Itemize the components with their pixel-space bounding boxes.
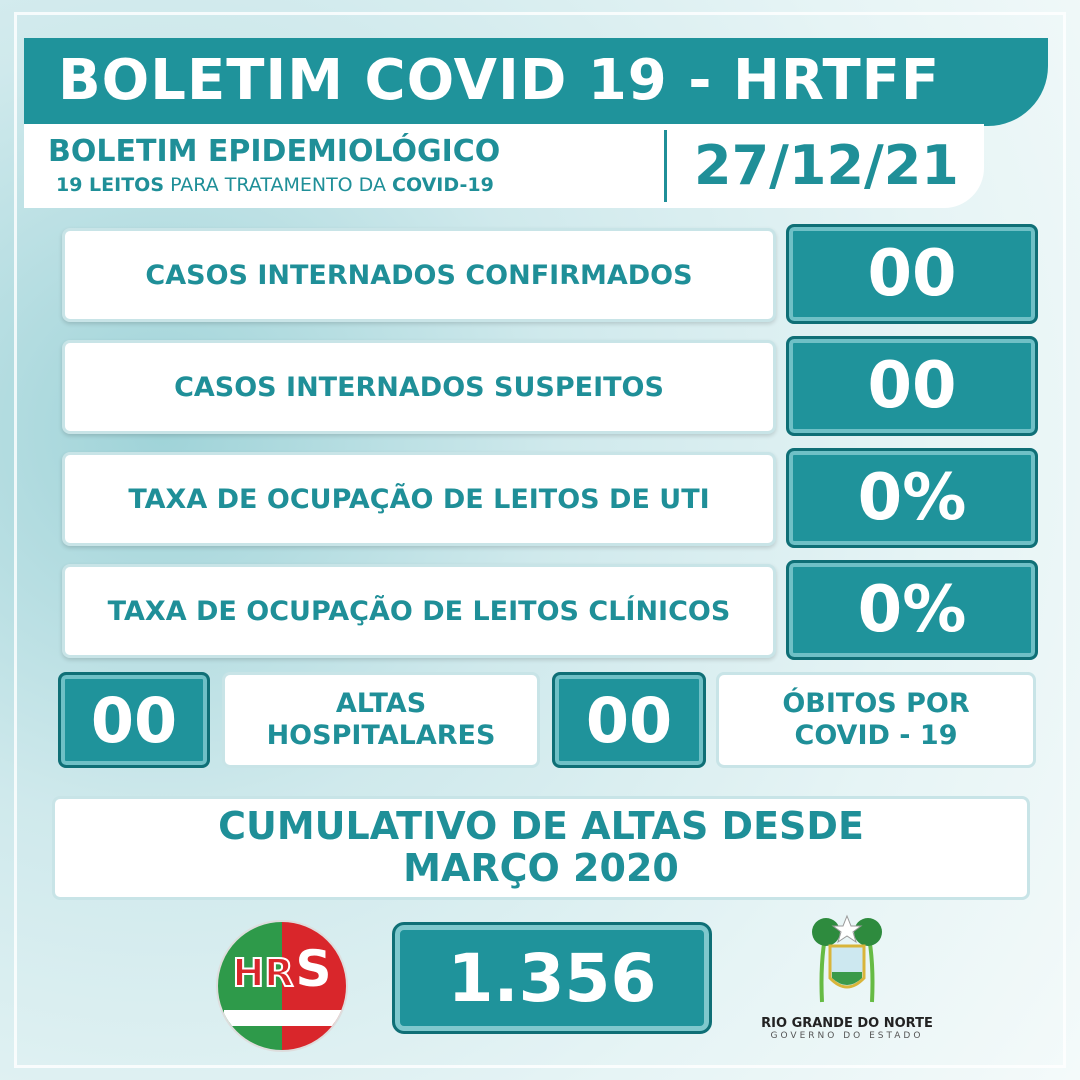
label-line: ALTAS: [335, 687, 427, 719]
title-banner: BOLETIM COVID 19 - HRTFF: [24, 38, 1048, 126]
beds-suffix: COVID-19: [392, 174, 494, 196]
stat-value: 0%: [786, 560, 1038, 660]
state-name: RIO GRANDE DO NORTE: [761, 1016, 933, 1031]
beds-count: 19 LEITOS: [56, 174, 165, 196]
subtitle: BOLETIM EPIDEMIOLÓGICO: [48, 134, 501, 169]
deaths-label: ÓBITOS POR COVID - 19: [716, 672, 1036, 768]
stat-value: 0%: [786, 448, 1038, 548]
beds-text: PARA TRATAMENTO DA: [170, 174, 386, 196]
bulletin-date: 27/12/21: [694, 134, 959, 197]
stat-label: CASOS INTERNADOS SUSPEITOS: [62, 340, 776, 434]
label-line: HOSPITALARES: [266, 720, 496, 751]
logo-lettering: HR S: [218, 944, 346, 994]
decorative-frame: [14, 12, 1066, 1068]
stat-row-clinical-occupancy: TAXA DE OCUPAÇÃO DE LEITOS CLÍNICOS 0%: [62, 560, 1038, 660]
divider: [664, 130, 667, 202]
label-line: MARÇO 2020: [403, 846, 679, 890]
label-line: ÓBITOS POR: [782, 687, 970, 719]
stat-value: 00: [786, 224, 1038, 324]
label-line: COVID - 19: [794, 720, 958, 751]
deaths-value: 00: [552, 672, 706, 768]
hospital-logo: HR S: [216, 920, 348, 1052]
stat-label: TAXA DE OCUPAÇÃO DE LEITOS CLÍNICOS: [62, 564, 776, 658]
subtitle-panel: BOLETIM EPIDEMIOLÓGICO 19 LEITOS PARA TR…: [24, 124, 984, 208]
stat-row-suspected: CASOS INTERNADOS SUSPEITOS 00: [62, 336, 1038, 436]
cumulative-label: CUMULATIVO DE ALTAS DESDE MARÇO 2020: [52, 796, 1030, 900]
label-line: CUMULATIVO DE ALTAS DESDE: [218, 804, 864, 849]
discharges-label: ALTAS HOSPITALARES: [222, 672, 540, 768]
logo-band: [224, 1010, 344, 1026]
logo-letters: HR: [231, 951, 294, 995]
page-title: BOLETIM COVID 19 - HRTFF: [58, 48, 941, 113]
stat-row-confirmed: CASOS INTERNADOS CONFIRMADOS 00: [62, 224, 1038, 324]
stat-label: TAXA DE OCUPAÇÃO DE LEITOS DE UTI: [62, 452, 776, 546]
stat-value: 00: [786, 336, 1038, 436]
state-subtitle: GOVERNO DO ESTADO: [770, 1031, 924, 1041]
state-government-logo: RIO GRANDE DO NORTE GOVERNO DO ESTADO: [752, 912, 942, 1052]
beds-info: 19 LEITOS PARA TRATAMENTO DA COVID-19: [56, 174, 494, 196]
stat-row-icu-occupancy: TAXA DE OCUPAÇÃO DE LEITOS DE UTI 0%: [62, 448, 1038, 548]
discharges-value: 00: [58, 672, 210, 768]
cumulative-value: 1.356: [392, 922, 712, 1034]
logo-letter: S: [295, 940, 332, 998]
state-coat-of-arms-icon: [812, 914, 882, 1003]
stat-label: CASOS INTERNADOS CONFIRMADOS: [62, 228, 776, 322]
